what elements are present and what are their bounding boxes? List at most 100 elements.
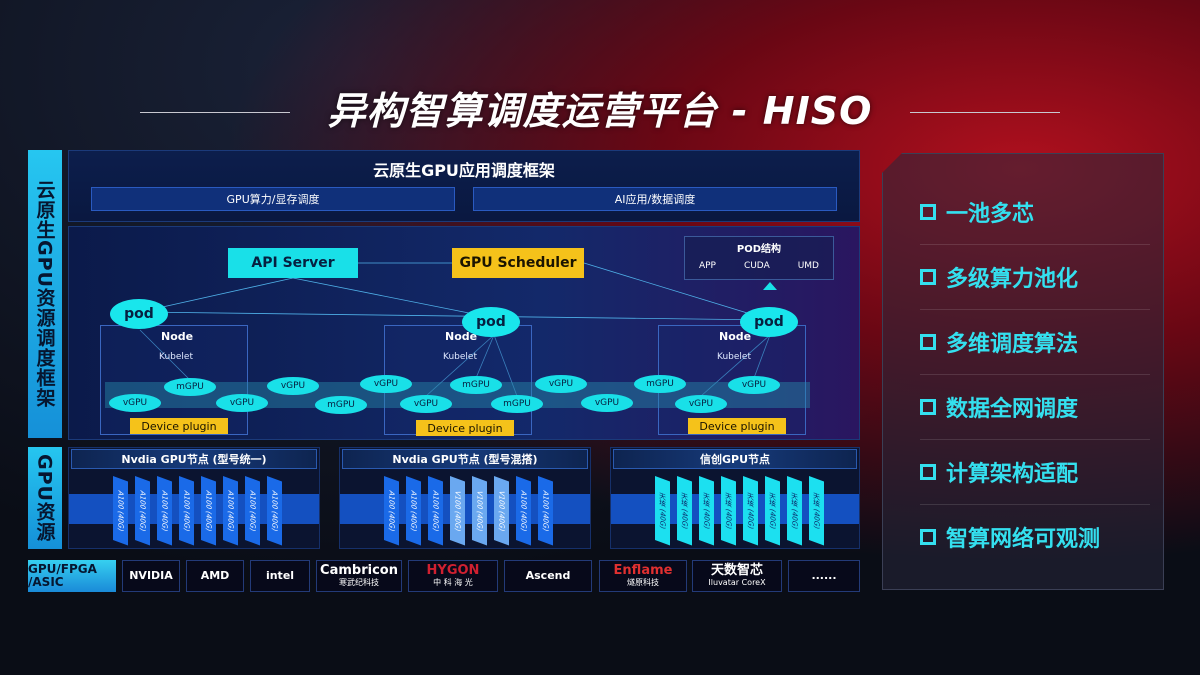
gpu-card: A100 (40G)	[406, 476, 421, 546]
feature-label: 计算架构适配	[946, 462, 1079, 487]
node-label: Node	[161, 330, 194, 343]
checkbox-square-icon	[920, 204, 936, 220]
pod-structure: POD结构 APP CUDA UMD	[684, 236, 834, 280]
gpu-card: A100 (40G)	[245, 476, 260, 546]
gpu-card: A100 (40G)	[157, 476, 172, 546]
gpu-card: A100 (40G)	[201, 476, 216, 546]
resources-label: GPU资源	[28, 447, 62, 549]
divider	[920, 504, 1150, 505]
vendor-category-label: GPU/FPGA /ASIC	[28, 560, 116, 592]
gpu-card: 天垓 (40G)	[655, 476, 670, 546]
mgpu-unit: mGPU	[634, 375, 686, 393]
kubelet-label: Kubelet	[159, 352, 193, 362]
pod-2: pod	[462, 307, 520, 337]
vendor-subname: Iluvatar CoreX	[708, 577, 766, 587]
gpu-node-1: Nvdia GPU节点 (型号统一) A100 (40G) A100 (40G) A1…	[68, 447, 320, 549]
gpu-card: 天垓 (40G)	[721, 476, 736, 546]
vgpu-unit: vGPU	[360, 375, 412, 393]
gpu-node-3: 信创GPU节点天垓 (40G) 天垓 (40G) 天垓 (40G) 天垓 (40G) 天…	[610, 447, 860, 549]
gpu-card: V100 (40G)	[472, 476, 487, 546]
gpu-card: A100 (40G)	[267, 476, 282, 546]
vendor-name: Enflame	[613, 563, 673, 579]
framework-label: 云原生GPU资源调度框架	[28, 150, 62, 438]
pod-structure-title: POD结构	[736, 244, 782, 255]
feature-item: 智算网络可观测	[920, 521, 1100, 553]
gpu-card: 天垓 (40G)	[743, 476, 758, 546]
up-arrow-icon	[763, 282, 777, 290]
feature-item: 计算架构适配	[920, 456, 1078, 488]
gpu-card: 天垓 (40G)	[699, 476, 714, 546]
gpu-scheduler: GPU Scheduler	[452, 248, 584, 278]
checkbox-square-icon	[920, 269, 936, 285]
vendor-logo-: 天数智芯 Iluvatar CoreX	[692, 560, 782, 592]
feature-label: 数据全网调度	[946, 397, 1079, 422]
pod-1: pod	[110, 299, 168, 329]
vendor-logo-hygon: HYGON 中 科 海 光	[408, 560, 498, 592]
device-plugin-3: Device plugin	[688, 418, 786, 434]
vgpu-unit: vGPU	[216, 394, 268, 412]
gpu-card: 天垓 (40G)	[809, 476, 824, 546]
gpu-node-title: Nvdia GPU节点 (型号混搭)	[342, 449, 588, 469]
feature-item: 多级算力池化	[920, 261, 1078, 293]
vendor-name: Ascend	[525, 568, 571, 582]
gpu-card: A100 (40G)	[538, 476, 553, 546]
device-plugin-1: Device plugin	[130, 418, 228, 434]
gpu-card: 天垓 (40G)	[765, 476, 780, 546]
vendor-logo-: ......	[788, 560, 860, 592]
vendor-name: AMD	[200, 568, 230, 582]
mgpu-unit: mGPU	[164, 378, 216, 396]
checkbox-square-icon	[920, 464, 936, 480]
feature-label: 多级算力池化	[946, 267, 1079, 292]
vendor-name: NVIDIA	[129, 568, 173, 582]
kubelet-label: Kubelet	[717, 352, 751, 362]
gpu-node-title: Nvdia GPU节点 (型号统一)	[71, 449, 317, 469]
page-title: 异构智算调度运营平台 - HISO	[327, 89, 873, 133]
vendor-logo-ascend: Ascend	[504, 560, 592, 592]
vgpu-unit: vGPU	[535, 375, 587, 393]
vendor-logo-intel: intel	[250, 560, 310, 592]
mgpu-unit: mGPU	[491, 395, 543, 413]
mgpu-unit: mGPU	[450, 376, 502, 394]
api-server: API Server	[228, 248, 358, 278]
vgpu-unit: vGPU	[267, 377, 319, 395]
vendor-name: Cambricon	[320, 563, 398, 579]
gpu-card: A100 (40G)	[135, 476, 150, 546]
features-panel	[882, 153, 1164, 590]
header-title: 云原生GPU应用调度框架	[373, 161, 555, 180]
vendor-name: intel	[265, 568, 295, 582]
gpu-node-title: 信创GPU节点	[613, 449, 857, 469]
feature-label: 智算网络可观测	[946, 527, 1101, 552]
gpu-card: A100 (40G)	[428, 476, 443, 546]
gpu-card: A100 (40G)	[384, 476, 399, 546]
gpu-card: A100 (40G)	[223, 476, 238, 546]
vendor-name: HYGON	[426, 563, 480, 579]
checkbox-square-icon	[920, 334, 936, 350]
feature-label: 多维调度算法	[946, 332, 1079, 357]
gpu-card: A100 (40G)	[179, 476, 194, 546]
divider	[920, 244, 1150, 245]
vendor-logo-enflame: Enflame 燧原科技	[599, 560, 687, 592]
gpu-node-2: Nvdia GPU节点 (型号混搭) A100 (40G) A100 (40G) A1…	[339, 447, 591, 549]
divider	[920, 374, 1150, 375]
device-plugin-2: Device plugin	[416, 420, 514, 436]
node-1: Node Kubelet	[100, 325, 248, 435]
vendor-logo-cambricon: Cambricon 寒武纪科技	[316, 560, 402, 592]
vendor-subname: 寒武纪科技	[339, 577, 379, 587]
vendor-name: ......	[811, 568, 837, 582]
feature-item: 一池多芯	[920, 196, 1034, 228]
gpu-card: A100 (40G)	[516, 476, 531, 546]
pod-3: pod	[740, 307, 798, 337]
pod-cuda: CUDA	[743, 261, 770, 271]
gpu-card: 天垓 (40G)	[677, 476, 692, 546]
vgpu-unit: vGPU	[400, 395, 452, 413]
pod-umd: UMD	[797, 261, 819, 271]
title-decoration-left	[140, 112, 290, 113]
mgpu-unit: mGPU	[315, 396, 367, 414]
kubelet-label: Kubelet	[443, 352, 477, 362]
vgpu-unit: vGPU	[581, 394, 633, 412]
title-decoration-right	[910, 112, 1060, 113]
vgpu-unit: vGPU	[109, 394, 161, 412]
vendor-subname: 中 科 海 光	[433, 577, 473, 587]
checkbox-square-icon	[920, 399, 936, 415]
gpu-card: 天垓 (40G)	[787, 476, 802, 546]
